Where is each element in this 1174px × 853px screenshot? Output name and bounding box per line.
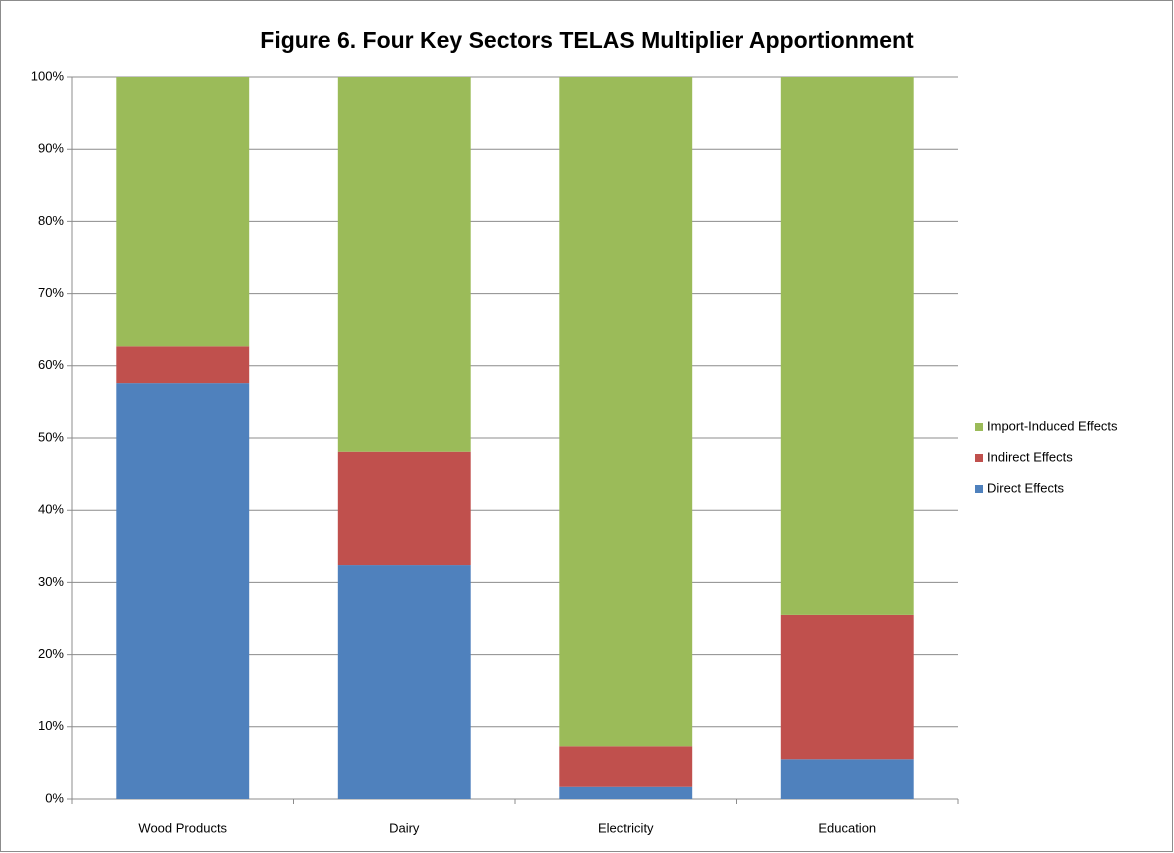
bar-segment (337, 77, 471, 452)
bar-segment (780, 77, 914, 615)
y-tick-label: 90% (38, 141, 64, 156)
y-tick-label: 50% (38, 429, 64, 444)
x-tick-label: Wood Products (138, 820, 227, 835)
x-tick-label: Dairy (389, 820, 420, 835)
y-tick-label: 40% (38, 502, 64, 517)
legend-swatch (975, 485, 983, 493)
y-tick-label: 60% (38, 357, 64, 372)
x-tick-label: Electricity (598, 820, 654, 835)
y-tick-label: 70% (38, 285, 64, 300)
legend-swatch (975, 454, 983, 462)
chart-title: Figure 6. Four Key Sectors TELAS Multipl… (260, 27, 914, 53)
legend-label: Import-Induced Effects (987, 418, 1118, 433)
bar-segment (116, 346, 250, 384)
legend-swatch (975, 423, 983, 431)
bar-segment (559, 77, 693, 747)
y-tick-label: 20% (38, 646, 64, 661)
bar-segment (559, 786, 693, 799)
bar-segment (116, 383, 250, 799)
bar-segment (780, 759, 914, 799)
legend-label: Direct Effects (987, 480, 1065, 495)
y-tick-label: 30% (38, 574, 64, 589)
bar-segment (337, 451, 471, 566)
legend-label: Indirect Effects (987, 449, 1073, 464)
bar-segment (116, 77, 250, 347)
bar-segment (337, 565, 471, 799)
y-tick-label: 10% (38, 718, 64, 733)
bar-segment (780, 614, 914, 760)
y-tick-label: 80% (38, 213, 64, 228)
bar-segment (559, 746, 693, 787)
y-tick-label: 100% (31, 68, 65, 83)
y-tick-label: 0% (45, 790, 64, 805)
x-tick-label: Education (818, 820, 876, 835)
